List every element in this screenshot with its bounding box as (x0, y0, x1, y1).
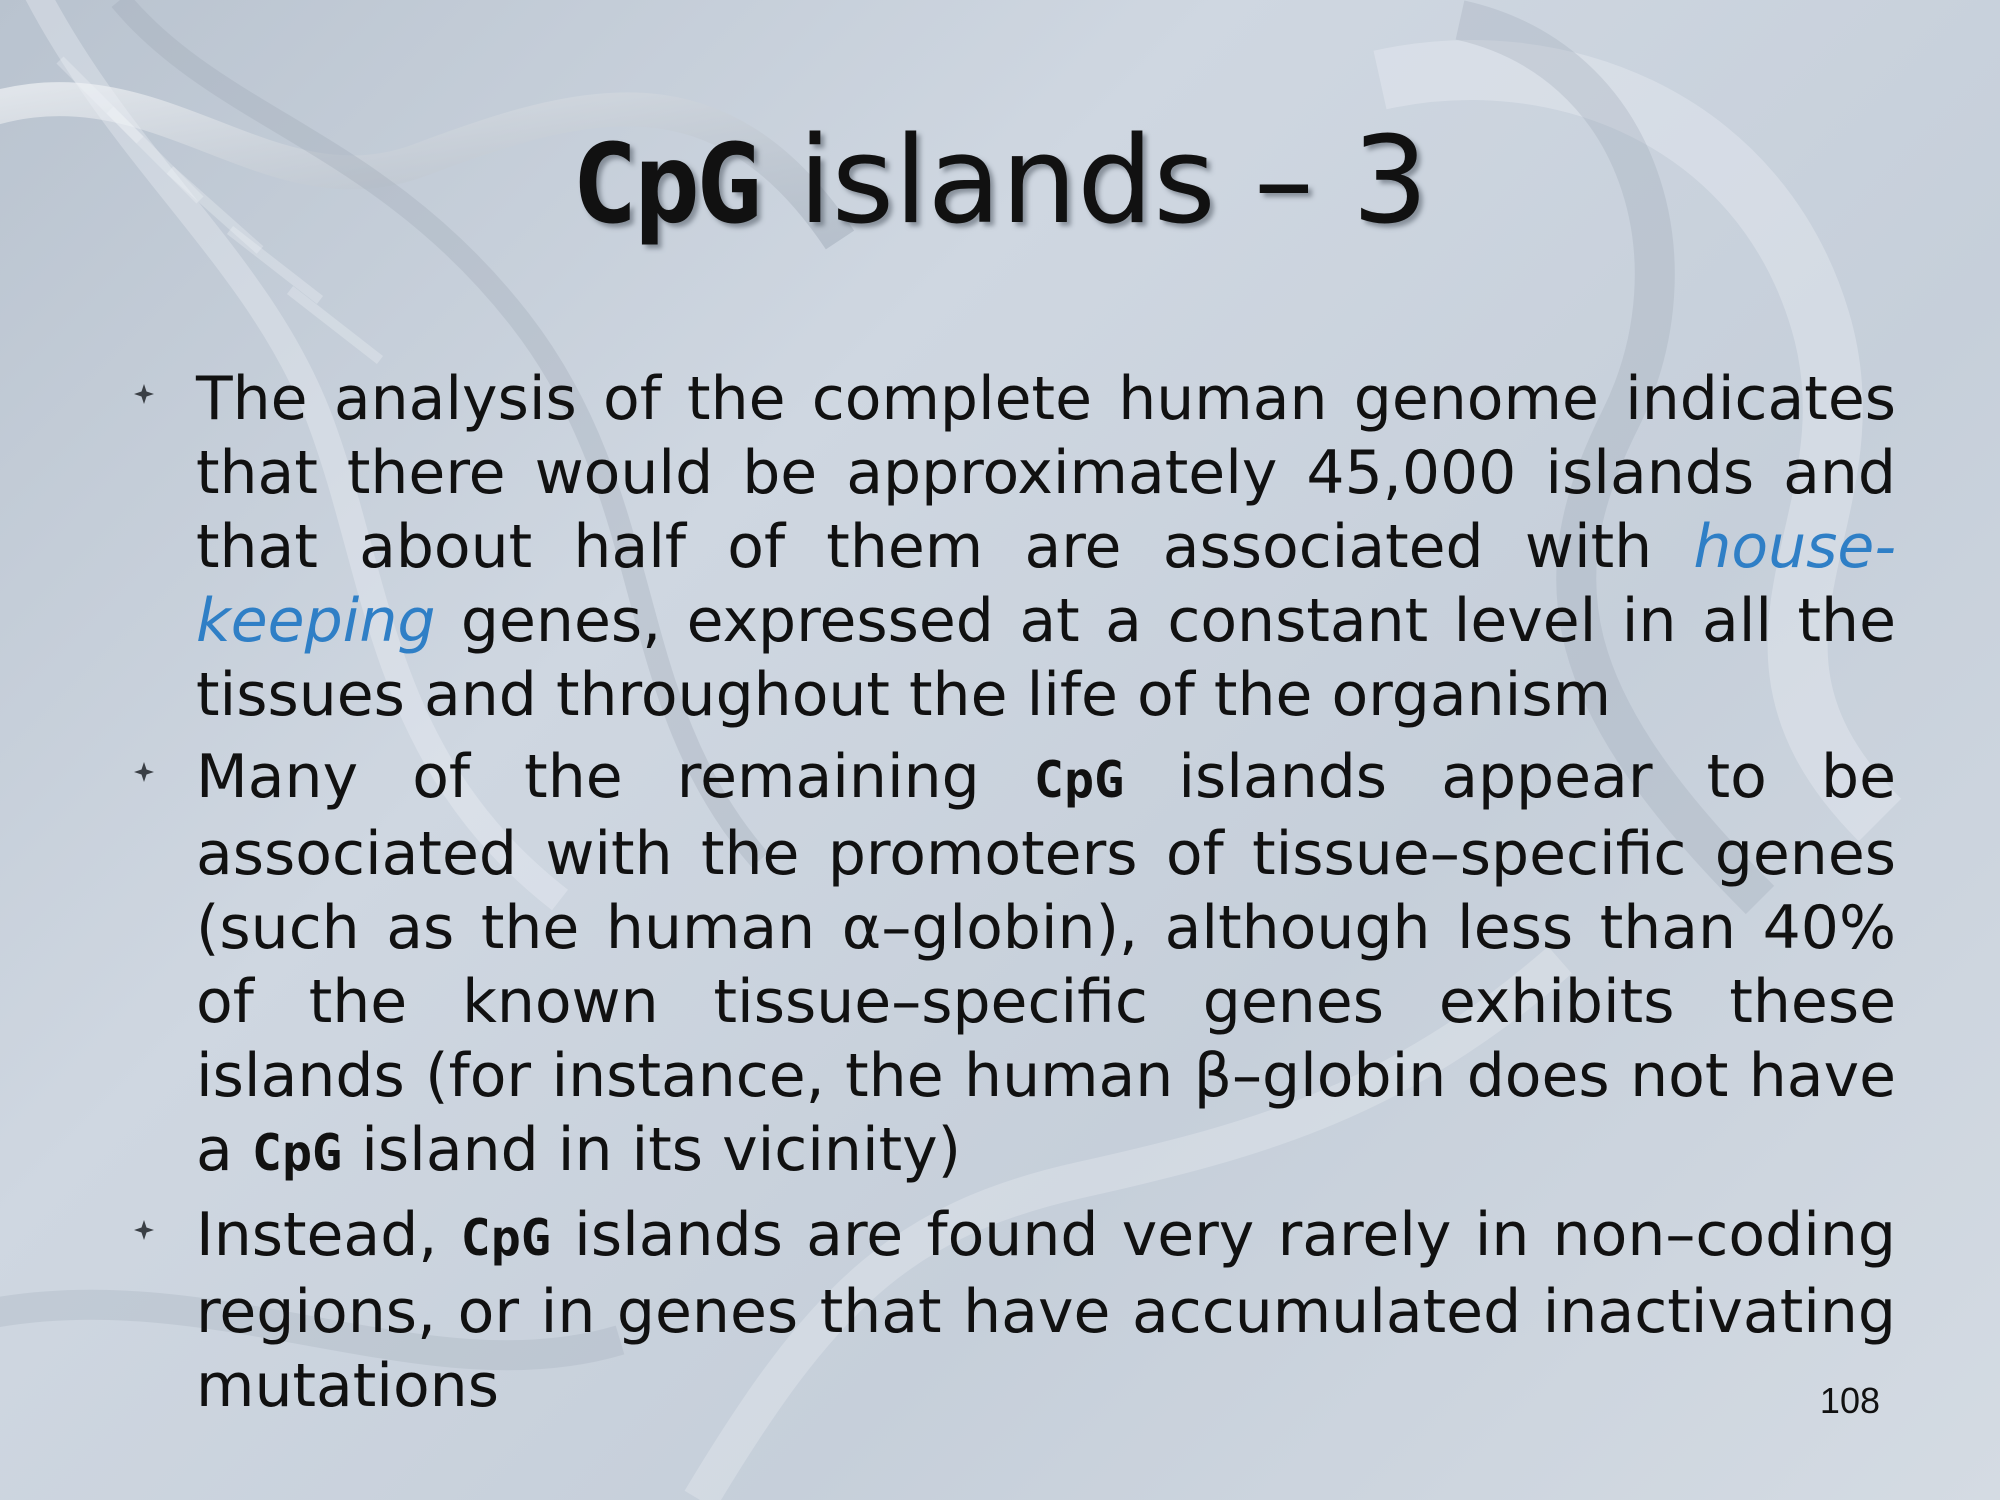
slide-title-mono: CpG (571, 120, 763, 248)
bullet-text: genes, expressed at a constant level in … (196, 586, 1896, 730)
four-point-star-bullet-icon (134, 762, 154, 782)
bullet-list: The analysis of the complete human genom… (134, 362, 1896, 1431)
bullet-text: The analysis of the complete human genom… (196, 364, 1896, 582)
cpg-term: CpG (460, 1209, 551, 1267)
slide-title: CpG islands – 3 (0, 112, 2000, 254)
bullet-item: Instead, CpG islands are found very rare… (134, 1198, 1896, 1423)
bullet-text: island in its vicinity) (342, 1115, 962, 1185)
bullet-item: Many of the remaining CpG islands appear… (134, 740, 1896, 1190)
four-point-star-bullet-icon (134, 384, 154, 404)
page-number: 108 (1819, 1380, 1880, 1421)
four-point-star-bullet-icon (134, 1220, 154, 1240)
cpg-term: CpG (251, 1124, 343, 1182)
bullet-text: Many of the remaining (196, 742, 1034, 812)
slide-title-text: islands – 3 (798, 112, 1429, 251)
highlighted-term: house-keeping (196, 512, 1896, 656)
bullet-item: The analysis of the complete human genom… (134, 362, 1896, 732)
bullet-text: islands are found very rarely in non–cod… (196, 1200, 1896, 1421)
bullet-text: islands appear to be associated with the… (196, 742, 1896, 1185)
bullet-text: Instead, (196, 1200, 461, 1270)
cpg-term: CpG (1033, 751, 1125, 809)
